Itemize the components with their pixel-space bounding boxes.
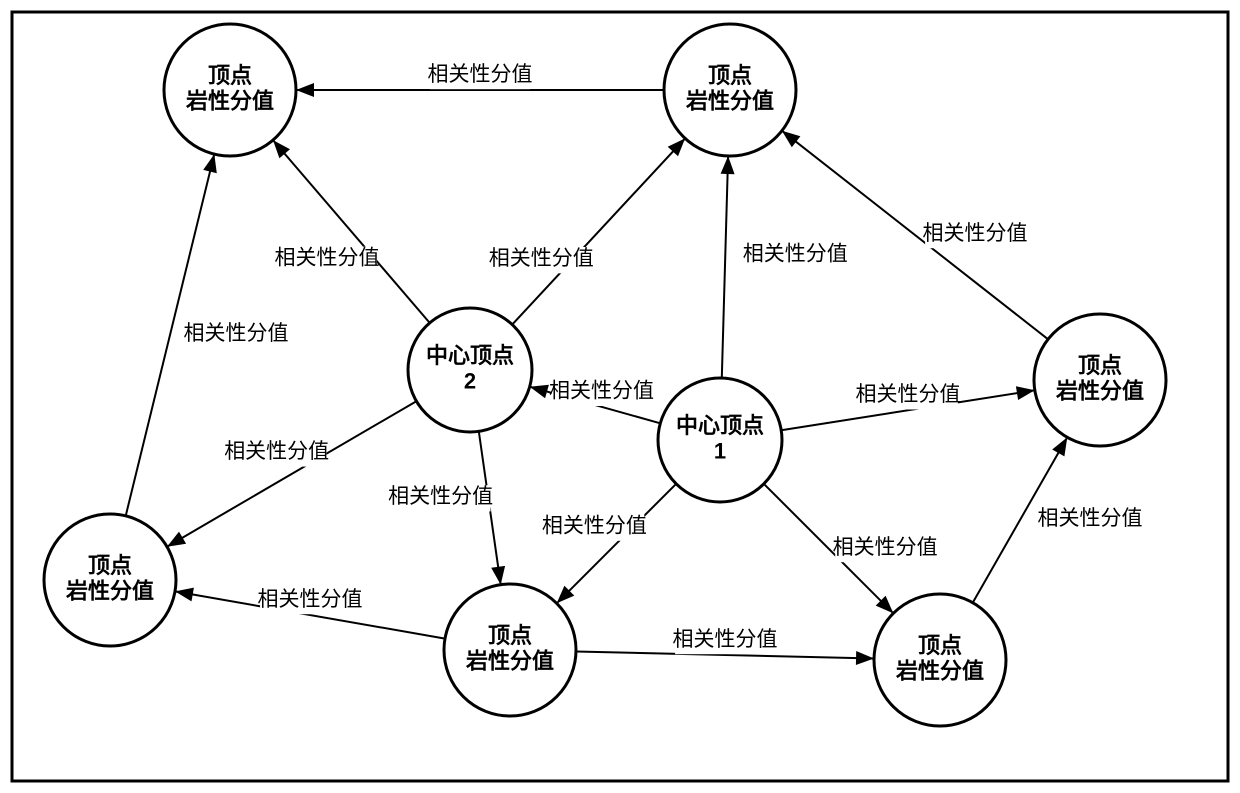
- graph-node-vTL: 顶点岩性分值: [164, 24, 296, 156]
- edge-label: 相关性分值: [856, 382, 961, 406]
- node-label: 岩性分值: [465, 648, 554, 673]
- node-layer: 中心顶点1中心顶点2顶点岩性分值顶点岩性分值顶点岩性分值顶点岩性分值顶点岩性分值…: [44, 24, 1166, 726]
- edge-label: 相关性分值: [388, 484, 493, 508]
- edge-arrowhead: [1016, 386, 1035, 400]
- graph-node-vTR: 顶点岩性分值: [664, 24, 796, 156]
- node-label: 岩性分值: [185, 88, 274, 113]
- node-label: 岩性分值: [895, 658, 984, 683]
- edge-arrowhead: [203, 154, 217, 173]
- node-label: 中心顶点: [426, 343, 514, 368]
- graph-node-c2: 中心顶点2: [408, 308, 532, 432]
- edge-line: [557, 484, 677, 604]
- node-label: 中心顶点: [676, 413, 764, 438]
- node-label: 顶点: [918, 633, 962, 658]
- edge-line: [167, 401, 416, 547]
- edge-line: [722, 156, 728, 378]
- edge-label: 相关性分值: [1038, 506, 1143, 530]
- edge-label: 相关性分值: [428, 62, 533, 86]
- edge-label: 相关性分值: [275, 246, 380, 270]
- edge-layer: 相关性分值相关性分值相关性分值相关性分值相关性分值相关性分值相关性分值相关性分值…: [126, 62, 1143, 665]
- edge-label: 相关性分值: [743, 242, 848, 266]
- edge-arrowhead: [491, 566, 505, 585]
- edge-arrowhead: [856, 651, 874, 665]
- edge-label: 相关性分值: [673, 627, 778, 651]
- graph-node-c1: 中心顶点1: [658, 378, 782, 502]
- diagram-canvas: 相关性分值相关性分值相关性分值相关性分值相关性分值相关性分值相关性分值相关性分值…: [0, 0, 1240, 793]
- edge-label: 相关性分值: [542, 513, 647, 537]
- edge-arrowhead: [1052, 437, 1067, 456]
- graph-node-vBR: 顶点岩性分值: [874, 594, 1006, 726]
- edge-arrowhead: [530, 385, 549, 399]
- node-label: 顶点: [708, 63, 752, 88]
- edge-arrowhead: [721, 156, 735, 174]
- node-label: 岩性分值: [1055, 379, 1144, 404]
- edge-arrowhead: [167, 532, 186, 547]
- edge-label: 相关性分值: [489, 246, 594, 270]
- graph-node-vBL: 顶点岩性分值: [44, 514, 176, 646]
- graph-node-vR: 顶点岩性分值: [1034, 314, 1166, 446]
- edge-line: [273, 140, 430, 323]
- node-label: 顶点: [488, 623, 532, 648]
- edge-label: 相关性分值: [923, 221, 1028, 245]
- graph-node-vBM: 顶点岩性分值: [444, 584, 576, 716]
- edge-label: 相关性分值: [549, 379, 654, 403]
- node-label: 岩性分值: [65, 578, 154, 603]
- node-label: 顶点: [1078, 353, 1122, 378]
- node-label: 岩性分值: [685, 88, 774, 113]
- node-label: 2: [464, 369, 476, 394]
- edge-label: 相关性分值: [833, 535, 938, 559]
- node-label: 顶点: [208, 63, 252, 88]
- edge-line: [512, 138, 685, 324]
- node-label: 1: [714, 439, 726, 464]
- edge-label: 相关性分值: [184, 321, 289, 345]
- node-label: 顶点: [88, 553, 132, 578]
- edge-arrowhead: [782, 131, 801, 148]
- edge-label: 相关性分值: [258, 587, 363, 611]
- edge-arrowhead: [296, 83, 314, 97]
- edge-label: 相关性分值: [224, 439, 329, 463]
- edge-arrowhead: [175, 588, 194, 602]
